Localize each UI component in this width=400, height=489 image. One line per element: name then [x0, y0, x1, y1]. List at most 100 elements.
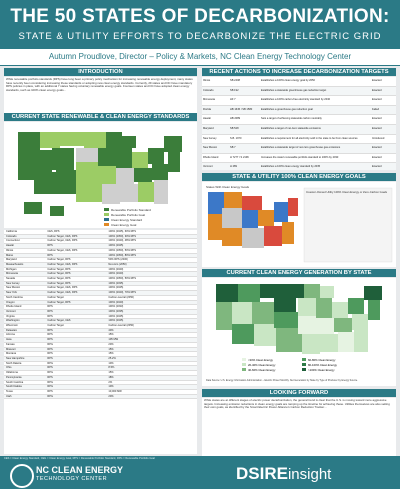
table-cell: Carbon Target [47, 324, 64, 328]
table-row: Maine RPS 100% (2050), 80% RPS [4, 253, 197, 259]
table-cell: Carbon Target, CES, RPS [47, 262, 78, 266]
table-row: Washington Carbon Target, CES 100% (2045) [4, 319, 197, 325]
table-row: Hawaii HB 2089 Sets a target of achieving … [202, 115, 396, 125]
table-cell: SB 7 [230, 146, 236, 150]
table-cell: 100% (2040) [108, 267, 124, 271]
table-row: Delaware RPS 40% [4, 328, 197, 334]
table-cell: Minnesota [6, 272, 18, 276]
table-cell: Carbon Target, CES, RPS [47, 291, 78, 295]
svg-text:<20% Clean Energy: <20% Clean Energy [248, 358, 274, 362]
table-row: Virginia RPS 100% (2045) [4, 314, 197, 320]
table-row: Nevada Carbon Target, RPS 100% (2050), 50%… [4, 277, 197, 282]
table-cell: 100% (2050), 30% RPS [108, 234, 136, 238]
table-cell: New Mexico [203, 146, 218, 150]
table-cell: New York [6, 291, 17, 295]
table-cell: 100% (2050), 80% RPS [108, 253, 136, 257]
table-row: Vermont H 289 Establishes a 100% clean ene… [202, 163, 396, 170]
table-cell: Vermont [6, 309, 16, 313]
table-cell: Carbon Target, RPS [47, 258, 71, 262]
table-row: Wisconsin Carbon Target Carbon-neutral (20… [4, 324, 197, 329]
table-row: Rhode Island RPS 100% (2033) [4, 305, 197, 310]
table-cell: SB 528 [230, 126, 239, 130]
table-cell: Iowa [6, 338, 12, 342]
table-row: Kansas RPG 20% [4, 342, 197, 348]
standards-table: California CES, RPS 100% (2045), 60% RPS Co… [4, 230, 197, 454]
section-utility: STATE & UTILITY 100% CLEAN ENERGY GOALS [202, 173, 396, 181]
generation-panel: <20% Clean Energy 20-40% Clean Energy 40… [202, 278, 396, 386]
table-row: Michigan Carbon Target, RPS 100% (2040) [4, 267, 197, 273]
table-cell: Vermont [203, 165, 213, 169]
table-cell: H 289 [230, 165, 237, 169]
table-cell: HB 1645 / SB 1580 [230, 107, 253, 111]
table-cell: Wisconsin [6, 324, 18, 328]
poster-footer: CES = Clean Energy Standard, CEG = Clean… [0, 456, 400, 489]
table-cell: Montana [6, 352, 17, 356]
table-cell: Colorado [203, 88, 214, 92]
table-row: South Carolina RPG 2% [4, 380, 197, 386]
table-cell: Hawaii [6, 244, 14, 248]
table-cell: 100% (2050), 50% RPS [108, 277, 136, 281]
table-row: Florida HB 1645 / SB 1580 Establishes a gr… [202, 105, 396, 116]
table-cell: Net-zero (2050) [108, 262, 127, 266]
table-cell: Carbon Target [47, 295, 64, 299]
table-cell: Carbon-neutral (2050) [108, 324, 134, 328]
table-row: Oregon Carbon Target, RPS 100% (2040) [4, 300, 197, 306]
table-cell: RPS [47, 356, 53, 360]
table-row: North Carolina Carbon Target Carbon-neutra… [4, 295, 197, 301]
table-cell: Establishes a requirement for all electr… [261, 136, 358, 140]
nc-logo-icon [10, 464, 34, 488]
table-cell: 15% [108, 371, 114, 375]
table-cell: Establishes a statewide greenhouse gas r… [261, 88, 327, 92]
table-cell: Oregon [6, 300, 15, 304]
table-cell: 100% (2045) [108, 244, 124, 248]
table-cell: RPS [47, 314, 53, 318]
table-cell: Hawaii [203, 117, 211, 121]
legend-rps: Renewable Portfolio Standard [111, 208, 151, 212]
standards-map-panel: Renewable Portfolio Standard Renewable P… [4, 122, 197, 228]
svg-text:>100% Clean Energy: >100% Clean Energy [308, 368, 335, 372]
next-text: While states are at different stages of … [202, 398, 396, 456]
table-cell: 100% (2035) [108, 281, 124, 285]
table-row: Minnesota Carbon Target, RPS 100% (2040) [4, 272, 197, 278]
table-row: New York Carbon Target, CES, RPS 100% (204… [4, 291, 197, 296]
table-cell: New Jersey [203, 136, 217, 140]
table-cell: Failed [372, 107, 380, 111]
table-cell: Enacted [372, 126, 382, 130]
table-cell: South Carolina [6, 380, 24, 384]
table-cell: Carbon Target, RPS [47, 300, 71, 304]
section-next: LOOKING FORWARD [202, 389, 396, 397]
table-cell: Illinois [203, 79, 211, 82]
table-cell: RPS [47, 253, 53, 257]
table-cell: RPG [47, 361, 53, 365]
table-cell: 10% [108, 385, 114, 389]
table-cell: Kansas [6, 342, 15, 346]
table-row: Maryland Carbon Target, RPS 50% RPS (2030) [4, 258, 197, 263]
table-cell: RPS [47, 347, 53, 351]
legend-rpg: Renewable Portfolio Goal [111, 213, 145, 217]
intro-text: While renewable portfolio standards (RPS… [4, 77, 197, 113]
table-cell: RPG [47, 385, 53, 389]
table-cell: Texas [6, 389, 13, 393]
table-cell: 10% [108, 361, 114, 365]
table-cell: Connecticut [6, 239, 20, 243]
utility-legend-box [303, 187, 393, 263]
generation-map-states [216, 284, 382, 354]
table-cell: Establishes a 100% clean energy standard… [261, 165, 321, 169]
generation-source: Data Source: U.S. Energy Information Adm… [206, 379, 358, 382]
table-cell: RPG [47, 394, 53, 398]
table-cell: 100% (2045) [108, 319, 124, 323]
table-cell: South Dakota [6, 385, 22, 389]
table-cell: 100% (2033) [108, 305, 124, 309]
table-row: Pennsylvania RPS 18% [4, 375, 197, 381]
table-cell: Illinois [6, 248, 14, 252]
brand-insight: insight [287, 466, 332, 483]
table-cell: 100% (2045) [108, 286, 124, 290]
table-row: Texas RPS 10,000 MW [4, 389, 197, 395]
table-row: North Dakota RPG 10% [4, 361, 197, 367]
table-cell: Carbon Target, CES, RPS [47, 286, 78, 290]
table-cell: Rhode Island [6, 305, 22, 309]
table-cell: 15% [108, 352, 114, 356]
table-cell: 15% [108, 347, 114, 351]
table-cell: 20% [108, 394, 114, 398]
section-recent: RECENT ACTIONS TO INCREASE DECARBONIZATI… [202, 68, 396, 76]
